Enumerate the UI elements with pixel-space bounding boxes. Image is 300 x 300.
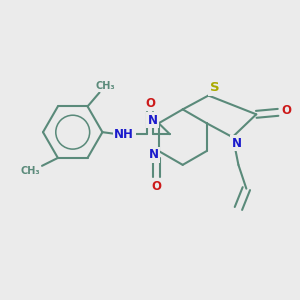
Text: NH: NH bbox=[114, 128, 134, 141]
Text: N: N bbox=[149, 148, 159, 161]
Text: CH₃: CH₃ bbox=[20, 166, 40, 176]
Text: CH₃: CH₃ bbox=[96, 81, 115, 91]
Text: O: O bbox=[281, 104, 291, 117]
Text: N: N bbox=[231, 136, 242, 150]
Text: N: N bbox=[148, 114, 158, 127]
Text: O: O bbox=[145, 97, 155, 110]
Text: O: O bbox=[152, 180, 162, 193]
Text: S: S bbox=[210, 81, 219, 94]
